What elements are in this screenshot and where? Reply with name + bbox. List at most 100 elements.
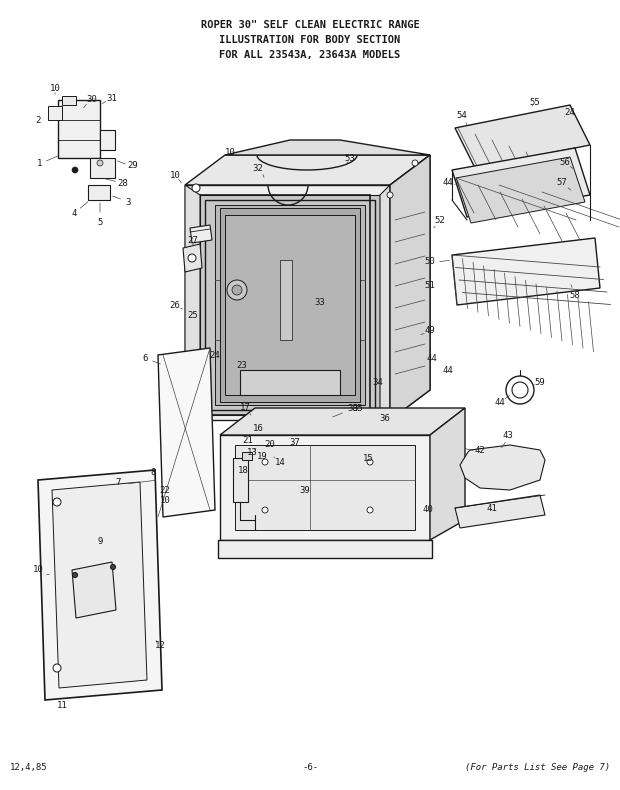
Text: 44: 44: [443, 178, 453, 186]
Polygon shape: [460, 445, 545, 490]
Polygon shape: [280, 260, 292, 340]
Circle shape: [367, 507, 373, 513]
Polygon shape: [185, 185, 390, 420]
Text: 57: 57: [557, 178, 567, 186]
Polygon shape: [52, 482, 147, 688]
Text: 40: 40: [423, 506, 433, 514]
Text: 18: 18: [237, 465, 249, 475]
Text: 7: 7: [115, 477, 121, 487]
Text: 14: 14: [275, 457, 285, 467]
Text: 44: 44: [495, 397, 505, 407]
Text: 17: 17: [239, 402, 250, 412]
Polygon shape: [38, 470, 162, 700]
Polygon shape: [455, 495, 545, 528]
Polygon shape: [88, 185, 110, 200]
Text: 20: 20: [265, 439, 275, 449]
Text: -6-: -6-: [302, 763, 318, 772]
Polygon shape: [218, 540, 432, 558]
Circle shape: [53, 498, 61, 506]
Circle shape: [232, 285, 242, 295]
Text: ROPER 30" SELF CLEAN ELECTRIC RANGE: ROPER 30" SELF CLEAN ELECTRIC RANGE: [201, 20, 419, 30]
Polygon shape: [242, 452, 252, 460]
Circle shape: [262, 459, 268, 465]
Polygon shape: [220, 435, 430, 540]
Text: 22: 22: [159, 486, 170, 495]
Circle shape: [227, 280, 247, 300]
Text: 24: 24: [210, 351, 220, 359]
Text: 44: 44: [443, 366, 453, 374]
Text: 9: 9: [97, 537, 103, 547]
Text: 24: 24: [565, 107, 575, 116]
Text: 39: 39: [299, 486, 311, 495]
Polygon shape: [215, 205, 365, 405]
Text: 10: 10: [224, 148, 236, 156]
Polygon shape: [158, 348, 215, 517]
Text: 54: 54: [456, 111, 467, 119]
Circle shape: [110, 565, 115, 570]
Text: 33: 33: [314, 298, 326, 307]
Polygon shape: [48, 106, 62, 120]
Text: 53: 53: [345, 153, 355, 163]
Circle shape: [412, 160, 418, 166]
Text: 41: 41: [487, 503, 497, 513]
Text: eReplacementParts.com: eReplacementParts.com: [226, 403, 394, 417]
Polygon shape: [455, 105, 590, 168]
Text: 15: 15: [363, 453, 373, 462]
Polygon shape: [58, 100, 100, 158]
Text: 11: 11: [56, 701, 68, 709]
Polygon shape: [230, 430, 400, 442]
Circle shape: [97, 160, 103, 166]
Text: 19: 19: [257, 452, 267, 461]
Text: 6: 6: [143, 353, 148, 363]
Polygon shape: [452, 148, 590, 217]
Text: 21: 21: [242, 435, 254, 445]
Text: 2: 2: [35, 115, 41, 125]
Polygon shape: [72, 562, 116, 618]
Polygon shape: [240, 370, 340, 395]
Text: 4: 4: [71, 209, 77, 217]
Circle shape: [192, 184, 200, 192]
Circle shape: [512, 382, 528, 398]
Circle shape: [262, 507, 268, 513]
Text: 5: 5: [97, 217, 103, 227]
Circle shape: [53, 664, 61, 672]
Text: 3: 3: [125, 198, 131, 206]
Polygon shape: [220, 208, 360, 402]
Polygon shape: [452, 238, 600, 305]
Polygon shape: [200, 195, 380, 415]
Text: 32: 32: [252, 164, 264, 172]
Text: 59: 59: [534, 378, 546, 386]
Polygon shape: [62, 96, 76, 105]
Text: 31: 31: [107, 93, 117, 103]
Text: 52: 52: [435, 216, 445, 224]
Text: 42: 42: [475, 446, 485, 454]
Circle shape: [73, 573, 78, 577]
Text: 12,4,85: 12,4,85: [10, 763, 48, 772]
Circle shape: [367, 459, 373, 465]
Text: 38: 38: [348, 404, 358, 412]
Polygon shape: [380, 185, 390, 420]
Polygon shape: [225, 140, 430, 155]
Text: 44: 44: [427, 353, 437, 363]
Text: 10: 10: [50, 84, 60, 92]
Text: 12: 12: [154, 641, 166, 649]
Circle shape: [506, 376, 534, 404]
Text: 10: 10: [159, 495, 170, 505]
Circle shape: [72, 167, 78, 173]
Polygon shape: [190, 225, 212, 243]
Text: 29: 29: [128, 160, 138, 170]
Text: 37: 37: [290, 438, 300, 446]
Text: 43: 43: [503, 431, 513, 439]
Polygon shape: [233, 458, 248, 502]
Circle shape: [387, 192, 393, 198]
Text: 49: 49: [425, 325, 435, 334]
Text: 10: 10: [33, 566, 43, 574]
Polygon shape: [185, 155, 430, 185]
Text: 1: 1: [37, 159, 43, 167]
Polygon shape: [390, 155, 430, 420]
Text: FOR ALL 23543A, 23643A MODELS: FOR ALL 23543A, 23643A MODELS: [219, 50, 401, 60]
Text: 8: 8: [150, 468, 156, 476]
Text: 34: 34: [373, 378, 383, 386]
Polygon shape: [235, 445, 415, 530]
Text: 16: 16: [252, 423, 264, 432]
